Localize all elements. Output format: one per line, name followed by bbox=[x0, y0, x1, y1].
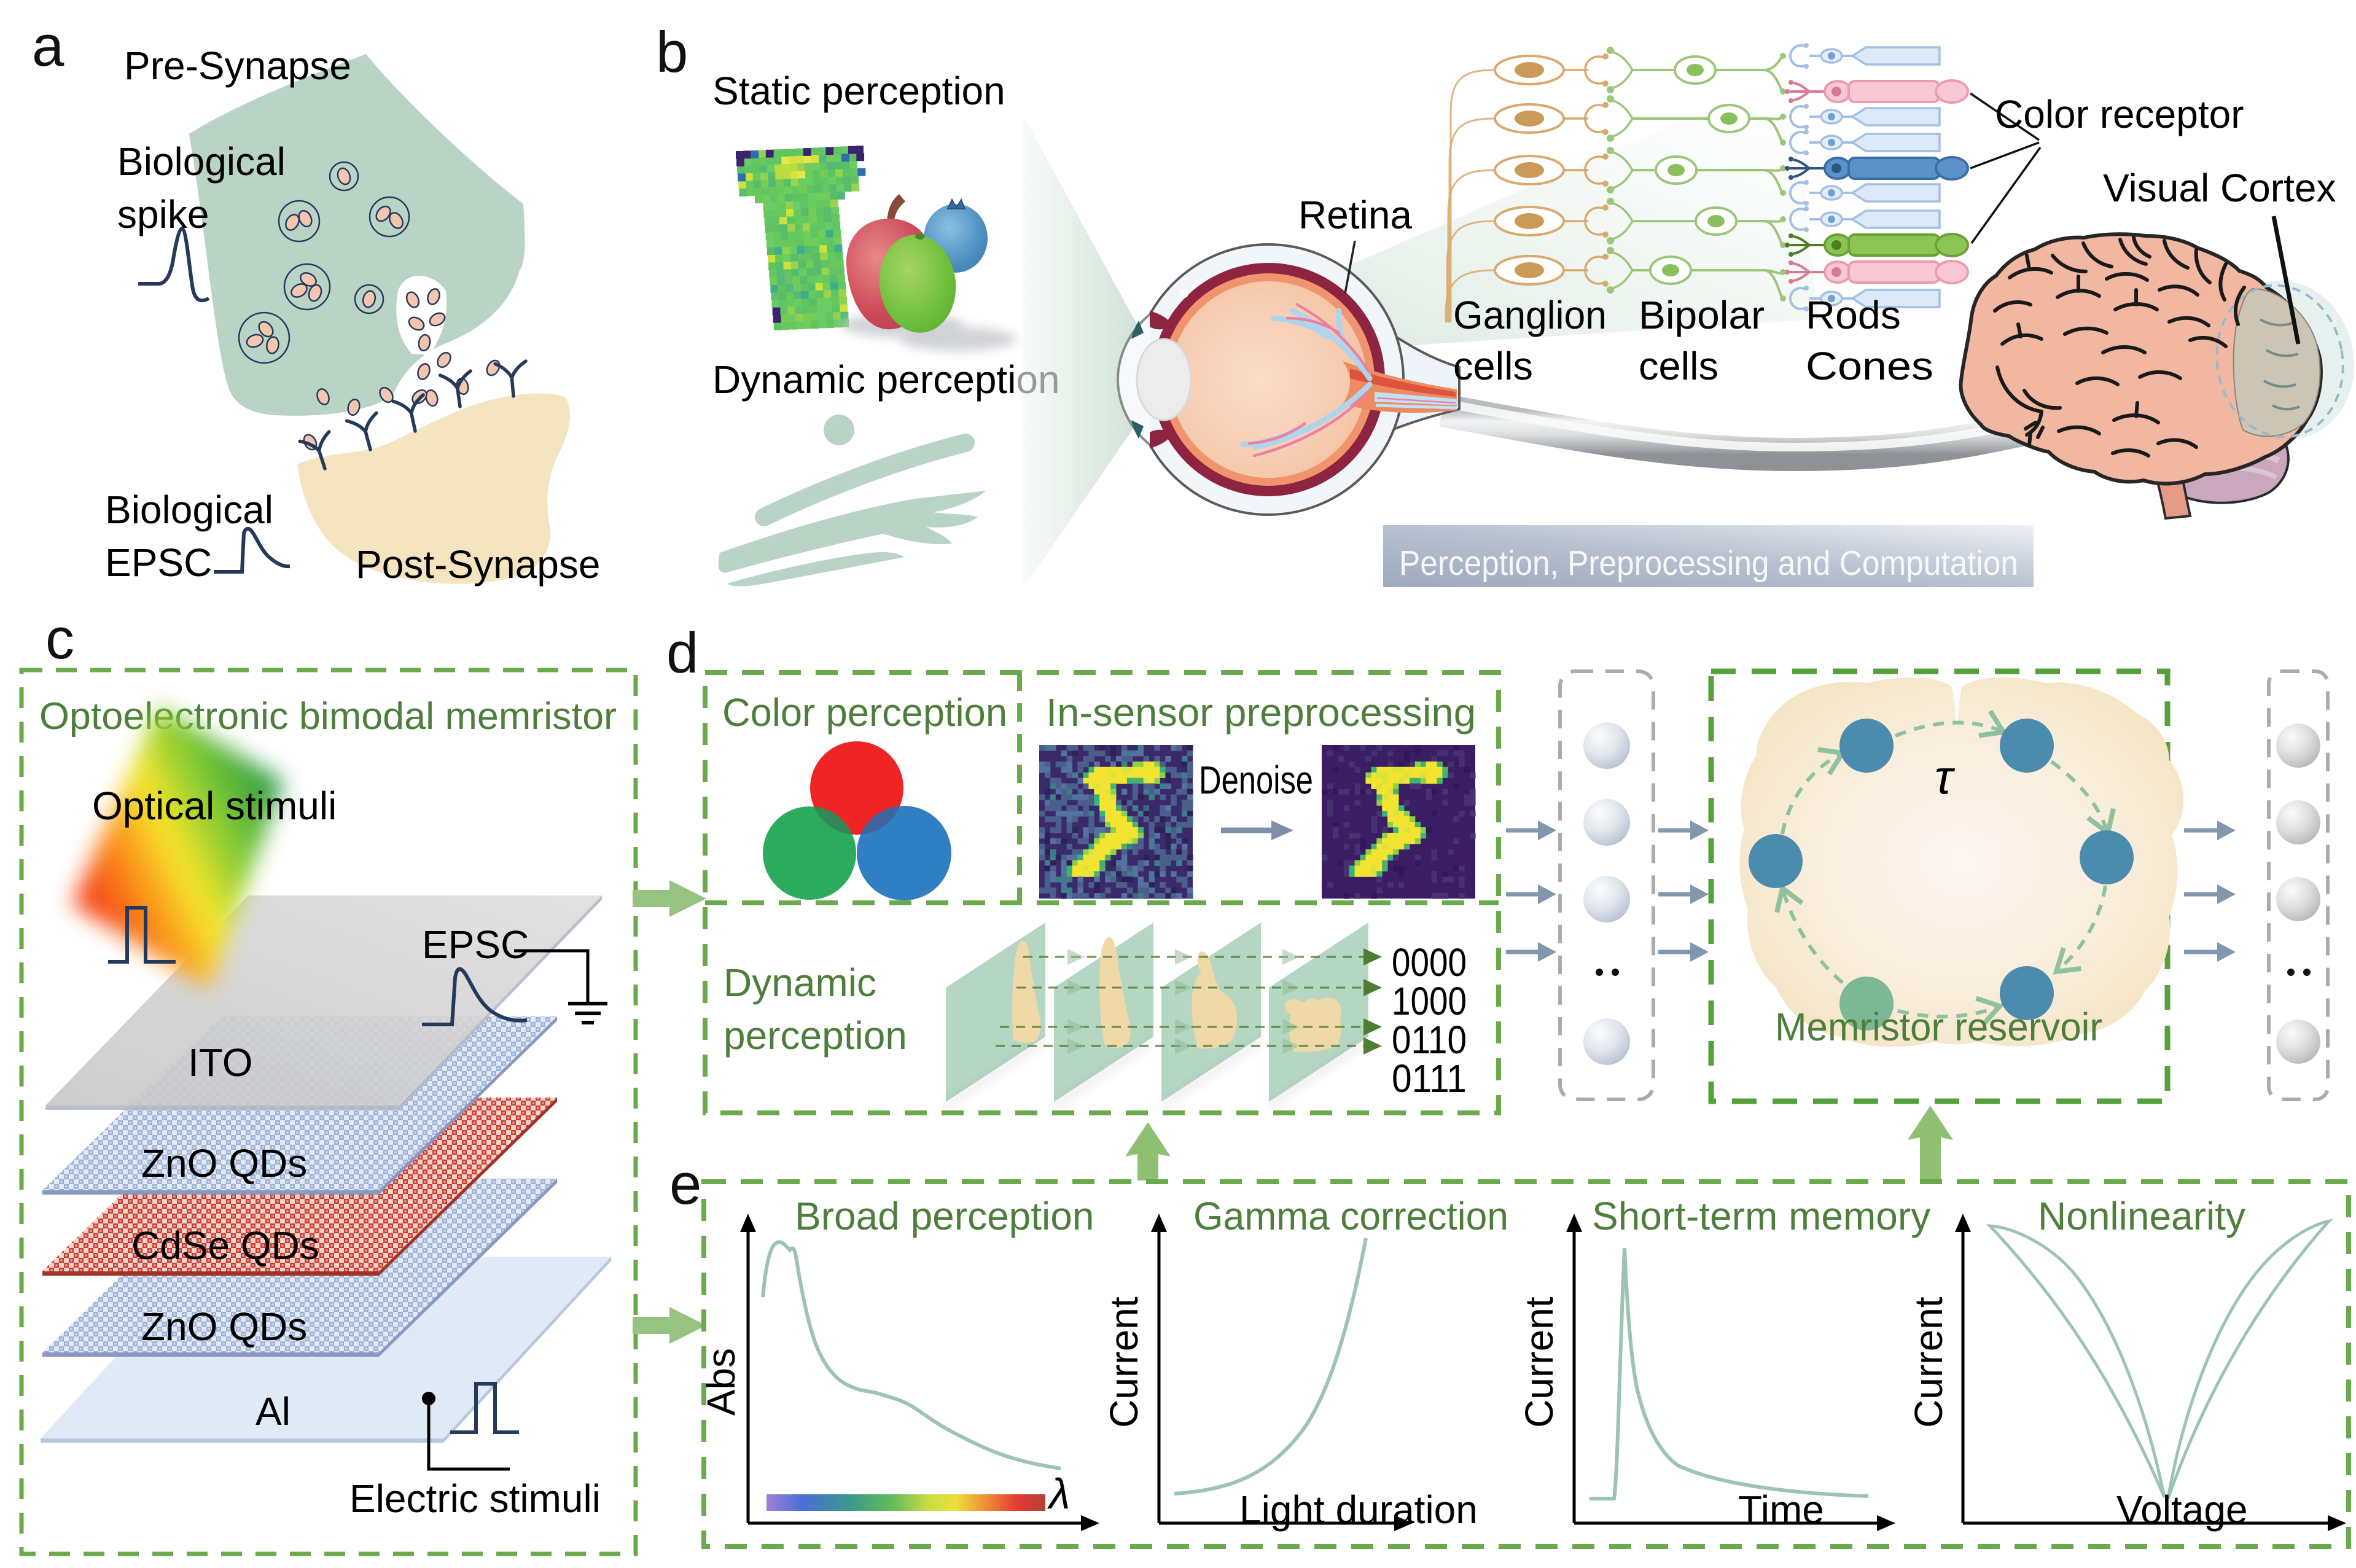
svg-text:Memristor reservoir: Memristor reservoir bbox=[1775, 1005, 2102, 1049]
svg-text:Biological: Biological bbox=[117, 139, 286, 184]
svg-text:b: b bbox=[656, 20, 688, 84]
svg-text:perception: perception bbox=[724, 1013, 907, 1058]
svg-text:EPSC: EPSC bbox=[105, 540, 212, 585]
svg-text:0000: 0000 bbox=[1392, 940, 1467, 985]
svg-text:cells: cells bbox=[1639, 344, 1718, 388]
svg-text:0111: 0111 bbox=[1392, 1056, 1467, 1101]
svg-text:cells: cells bbox=[1453, 344, 1533, 388]
svg-text:c: c bbox=[45, 606, 74, 671]
svg-text:Abs: Abs bbox=[699, 1348, 743, 1416]
svg-text:Color receptor: Color receptor bbox=[1995, 92, 2244, 136]
svg-text:Gamma correction: Gamma correction bbox=[1193, 1194, 1508, 1238]
svg-text:ITO: ITO bbox=[188, 1040, 253, 1085]
svg-text:Static perception: Static perception bbox=[712, 69, 1005, 113]
svg-text:Current: Current bbox=[1102, 1297, 1146, 1428]
svg-text:CdSe QDs: CdSe QDs bbox=[131, 1223, 319, 1268]
svg-text:Optical stimuli: Optical stimuli bbox=[92, 784, 337, 828]
svg-text:Bipolar: Bipolar bbox=[1639, 293, 1765, 337]
svg-text:Rods: Rods bbox=[1806, 293, 1901, 337]
svg-text:Dynamic: Dynamic bbox=[724, 961, 876, 1005]
svg-text:Cones: Cones bbox=[1806, 344, 1933, 388]
svg-text:τ: τ bbox=[1935, 750, 1956, 804]
svg-text:Electric stimuli: Electric stimuli bbox=[349, 1476, 601, 1521]
svg-text:EPSC: EPSC bbox=[422, 922, 529, 967]
svg-text:Post-Synapse: Post-Synapse bbox=[356, 542, 600, 587]
svg-text:Short-term memory: Short-term memory bbox=[1592, 1194, 1930, 1238]
svg-text:Denoise: Denoise bbox=[1199, 758, 1313, 802]
svg-text:Current: Current bbox=[1517, 1297, 1561, 1428]
svg-text:Dynamic perception: Dynamic perception bbox=[712, 357, 1060, 402]
svg-text:Retina: Retina bbox=[1298, 193, 1412, 237]
svg-text:Al: Al bbox=[255, 1389, 291, 1433]
svg-text:e: e bbox=[669, 1152, 701, 1216]
svg-text:Biological: Biological bbox=[105, 488, 273, 532]
svg-text:1000: 1000 bbox=[1392, 979, 1467, 1023]
svg-text:a: a bbox=[32, 14, 64, 78]
svg-text:Optoelectronic bimodal memrist: Optoelectronic bimodal memristor bbox=[39, 695, 617, 738]
svg-text:Ganglion: Ganglion bbox=[1453, 293, 1607, 337]
svg-text:ZnO QDs: ZnO QDs bbox=[141, 1305, 307, 1349]
svg-text:Color perception: Color perception bbox=[722, 690, 1007, 735]
svg-text:d: d bbox=[666, 620, 698, 685]
svg-text:Perception, Preprocessing and: Perception, Preprocessing and Computatio… bbox=[1399, 544, 2018, 583]
svg-text:ZnO QDs: ZnO QDs bbox=[141, 1141, 307, 1185]
svg-text:Light duration: Light duration bbox=[1239, 1488, 1478, 1532]
svg-text:spike: spike bbox=[117, 192, 209, 236]
svg-text:Voltage: Voltage bbox=[2116, 1488, 2248, 1532]
svg-text:Time: Time bbox=[1738, 1488, 1824, 1532]
svg-text:In-sensor preprocessing: In-sensor preprocessing bbox=[1046, 690, 1476, 735]
svg-text:0110: 0110 bbox=[1392, 1018, 1467, 1062]
svg-text:Pre-Synapse: Pre-Synapse bbox=[124, 44, 351, 88]
svg-text:Visual Cortex: Visual Cortex bbox=[2103, 166, 2336, 210]
svg-text:Broad perception: Broad perception bbox=[795, 1194, 1094, 1238]
svg-text:Current: Current bbox=[1906, 1297, 1951, 1428]
svg-text:Nonlinearity: Nonlinearity bbox=[2038, 1194, 2245, 1238]
svg-text:λ: λ bbox=[1047, 1470, 1070, 1518]
